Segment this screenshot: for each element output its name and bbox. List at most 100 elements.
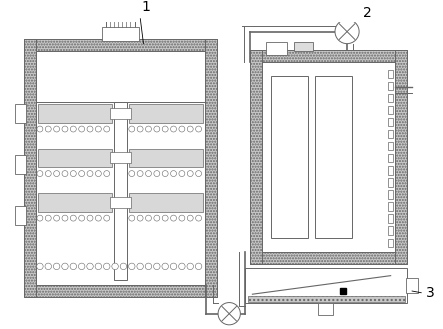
Text: 3: 3 <box>426 286 435 300</box>
Bar <box>245 268 408 303</box>
Circle shape <box>162 263 168 269</box>
Circle shape <box>70 215 76 221</box>
Circle shape <box>162 215 168 221</box>
Bar <box>388 130 393 138</box>
Circle shape <box>335 19 359 44</box>
Circle shape <box>104 263 110 269</box>
Bar <box>38 193 112 212</box>
Bar <box>36 51 205 285</box>
Bar <box>388 166 393 174</box>
Circle shape <box>87 126 93 132</box>
Bar <box>110 108 131 119</box>
Bar <box>395 50 408 264</box>
Bar <box>129 148 203 167</box>
Circle shape <box>137 126 143 132</box>
Circle shape <box>218 303 241 325</box>
Circle shape <box>54 171 59 177</box>
Circle shape <box>87 215 93 221</box>
Circle shape <box>87 171 93 177</box>
Circle shape <box>78 263 85 269</box>
Circle shape <box>170 263 177 269</box>
Bar <box>15 206 26 225</box>
Circle shape <box>95 263 101 269</box>
Circle shape <box>145 215 152 221</box>
Circle shape <box>179 263 185 269</box>
Circle shape <box>154 215 160 221</box>
Bar <box>388 178 393 187</box>
Circle shape <box>62 171 68 177</box>
Bar <box>271 76 308 238</box>
Circle shape <box>45 126 51 132</box>
Circle shape <box>171 215 176 221</box>
Circle shape <box>145 171 152 177</box>
Bar <box>249 50 262 264</box>
Bar <box>388 202 393 211</box>
Bar <box>315 76 352 238</box>
Circle shape <box>137 171 143 177</box>
Circle shape <box>54 126 59 132</box>
Circle shape <box>179 126 185 132</box>
Bar <box>15 155 26 174</box>
Bar <box>248 296 404 302</box>
Circle shape <box>87 263 93 269</box>
Bar <box>388 82 393 90</box>
Circle shape <box>104 126 110 132</box>
Circle shape <box>171 126 176 132</box>
Bar <box>249 251 408 264</box>
Bar <box>38 148 112 167</box>
Bar <box>106 9 136 28</box>
Circle shape <box>104 215 110 221</box>
Circle shape <box>129 215 135 221</box>
Bar <box>110 197 131 208</box>
Bar <box>38 104 112 122</box>
Circle shape <box>37 263 43 269</box>
Bar <box>340 288 346 294</box>
Bar <box>266 42 287 55</box>
Bar <box>388 70 393 78</box>
Bar <box>388 118 393 126</box>
Bar <box>36 51 205 102</box>
Text: 2: 2 <box>363 7 372 20</box>
Circle shape <box>112 263 118 269</box>
Circle shape <box>179 171 185 177</box>
Circle shape <box>162 126 168 132</box>
Circle shape <box>104 171 110 177</box>
Circle shape <box>196 215 202 221</box>
Bar <box>294 42 313 51</box>
Circle shape <box>154 263 160 269</box>
Bar <box>110 152 131 164</box>
Circle shape <box>95 171 101 177</box>
Bar <box>129 193 203 212</box>
Bar <box>388 239 393 247</box>
Bar <box>406 278 418 293</box>
Circle shape <box>79 215 85 221</box>
Bar <box>318 303 333 315</box>
Circle shape <box>187 215 193 221</box>
Circle shape <box>137 263 144 269</box>
Circle shape <box>179 215 185 221</box>
Circle shape <box>145 126 152 132</box>
Bar <box>102 27 139 41</box>
Circle shape <box>187 126 193 132</box>
Circle shape <box>79 171 85 177</box>
Bar <box>114 102 127 280</box>
Circle shape <box>62 215 68 221</box>
Circle shape <box>37 215 43 221</box>
Bar <box>205 39 217 297</box>
Bar <box>262 62 395 251</box>
Circle shape <box>70 171 76 177</box>
Circle shape <box>129 126 135 132</box>
Circle shape <box>95 126 101 132</box>
Circle shape <box>45 215 51 221</box>
Circle shape <box>37 126 43 132</box>
Circle shape <box>129 171 135 177</box>
Circle shape <box>187 171 193 177</box>
Bar <box>24 39 36 297</box>
Circle shape <box>45 263 51 269</box>
Circle shape <box>45 171 51 177</box>
Circle shape <box>128 263 135 269</box>
Circle shape <box>79 126 85 132</box>
Circle shape <box>120 263 127 269</box>
Circle shape <box>137 215 143 221</box>
Circle shape <box>95 215 101 221</box>
